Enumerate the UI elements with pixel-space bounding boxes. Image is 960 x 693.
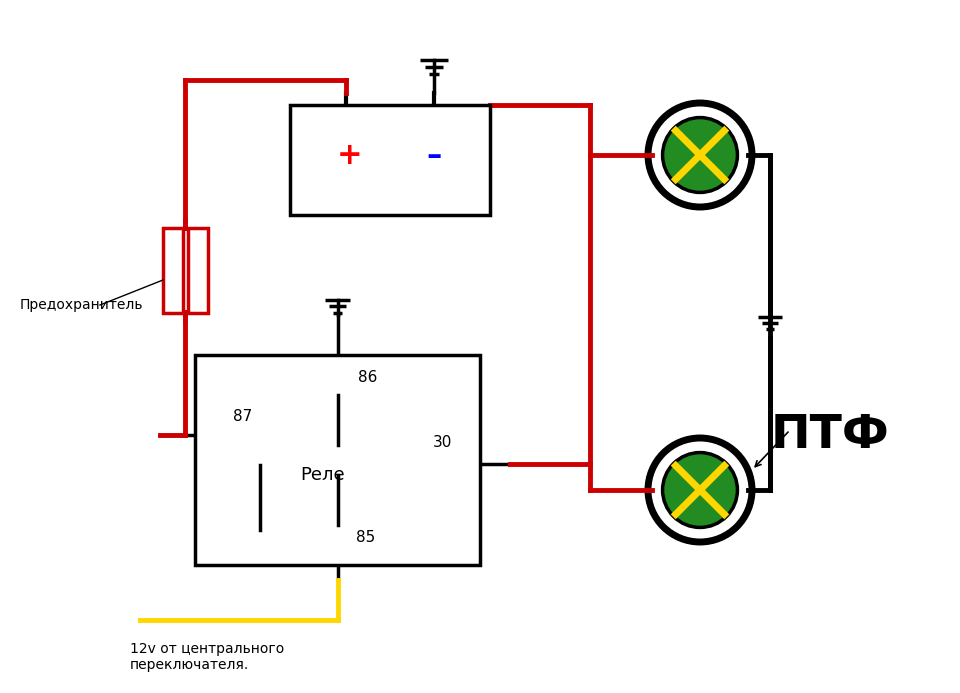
Circle shape — [656, 446, 744, 534]
Text: +: + — [337, 141, 363, 170]
Text: Реле: Реле — [300, 466, 345, 484]
Bar — [162, 227, 182, 313]
Text: Предохранитель: Предохранитель — [20, 298, 143, 312]
Text: –: – — [426, 141, 442, 170]
Bar — [195, 355, 480, 565]
Circle shape — [656, 111, 744, 199]
Text: 87: 87 — [233, 410, 252, 424]
Text: 86: 86 — [358, 369, 377, 385]
Bar — [290, 105, 490, 215]
Text: 12v от центрального
переключателя.: 12v от центрального переключателя. — [130, 642, 284, 672]
Circle shape — [662, 118, 737, 193]
Circle shape — [662, 453, 737, 527]
Text: ПТФ: ПТФ — [771, 412, 889, 457]
Text: 85: 85 — [356, 529, 375, 545]
Text: 30: 30 — [432, 435, 452, 450]
Bar — [187, 227, 207, 313]
